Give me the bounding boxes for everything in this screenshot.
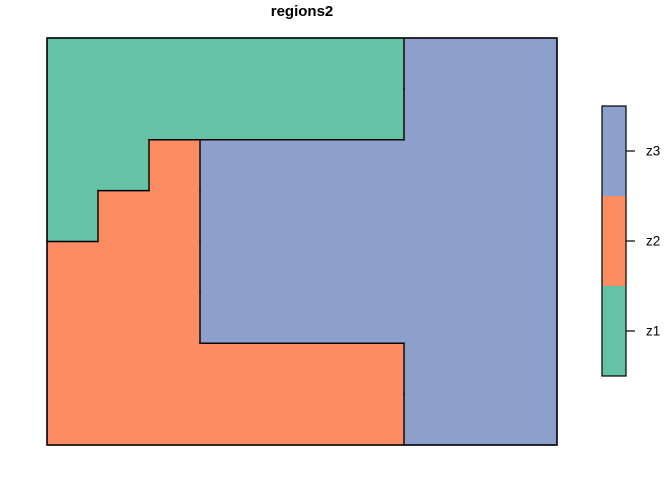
region-cell-z3 — [200, 292, 252, 344]
region-cell-z1 — [302, 38, 354, 90]
region-cell-z3 — [506, 241, 558, 293]
region-cell-z3 — [455, 190, 507, 243]
legend-label-z1: z1 — [646, 324, 660, 339]
region-cell-z1 — [98, 139, 150, 192]
legend-label-z3: z3 — [646, 144, 660, 159]
region-cell-z2 — [98, 241, 150, 293]
region-cell-z1 — [251, 38, 303, 90]
region-cell-z1 — [98, 38, 150, 90]
region-cell-z2 — [200, 343, 252, 395]
legend-swatch-z3 — [602, 106, 626, 197]
region-cell-z2 — [149, 292, 201, 344]
region-cell-z3 — [404, 343, 456, 395]
region-cell-z3 — [506, 343, 558, 395]
region-cell-z3 — [200, 241, 252, 293]
region-cell-z3 — [302, 241, 354, 293]
region-cell-z2 — [149, 241, 201, 293]
region-cell-z3 — [404, 38, 456, 90]
region-cell-z3 — [200, 139, 252, 192]
region-cell-z2 — [353, 394, 405, 446]
region-cell-z2 — [47, 241, 99, 293]
region-cell-z3 — [353, 292, 405, 344]
region-cell-z3 — [353, 139, 405, 192]
region-cell-z3 — [455, 88, 507, 141]
region-cell-z1 — [251, 88, 303, 141]
region-cell-z2 — [98, 343, 150, 395]
region-cell-z3 — [302, 139, 354, 192]
region-cell-z3 — [302, 292, 354, 344]
region-cell-z3 — [506, 88, 558, 141]
region-cell-z2 — [47, 292, 99, 344]
legend-swatch-z2 — [602, 196, 626, 287]
region-cell-z3 — [506, 292, 558, 344]
region-cell-z2 — [302, 394, 354, 446]
plot-border — [46, 37, 558, 446]
region-cell-z3 — [404, 139, 456, 192]
region-cell-z2 — [149, 190, 201, 243]
chart-title: regions2 — [270, 3, 334, 20]
region-cell-z1 — [149, 38, 201, 90]
region-cell-z1 — [47, 38, 99, 90]
region-cell-z2 — [251, 394, 303, 446]
region-cell-z2 — [47, 394, 99, 446]
region-cell-z2 — [149, 394, 201, 446]
region-cell-z2 — [302, 343, 354, 395]
region-cell-z3 — [404, 292, 456, 344]
region-cell-z1 — [149, 88, 201, 141]
region-cell-z3 — [251, 292, 303, 344]
region-cell-z3 — [404, 190, 456, 243]
region-cell-z3 — [302, 190, 354, 243]
region-cell-z3 — [200, 190, 252, 243]
region-cell-z1 — [47, 190, 99, 243]
region-cell-z3 — [455, 343, 507, 395]
region-cell-z1 — [47, 88, 99, 141]
region-cell-z3 — [251, 190, 303, 243]
region-cell-z1 — [353, 38, 405, 90]
region-cell-z2 — [251, 343, 303, 395]
region-cell-z3 — [404, 241, 456, 293]
legend-bar-border — [601, 105, 627, 377]
region-cell-z3 — [251, 241, 303, 293]
region-cell-z1 — [353, 88, 405, 141]
region-cell-z3 — [455, 38, 507, 90]
region-cell-z3 — [506, 139, 558, 192]
region-cell-z3 — [404, 394, 456, 446]
region-cell-z1 — [200, 38, 252, 90]
region-cell-z1 — [302, 88, 354, 141]
region-cell-z1 — [200, 88, 252, 141]
region-cell-z2 — [98, 190, 150, 243]
region-cell-z1 — [98, 88, 150, 141]
region-cell-z2 — [98, 394, 150, 446]
region-cell-z3 — [251, 139, 303, 192]
region-cell-z3 — [506, 190, 558, 243]
legend-label-z2: z2 — [646, 234, 660, 249]
region-cell-z2 — [149, 139, 201, 192]
region-cell-z3 — [455, 139, 507, 192]
region-cell-z3 — [455, 292, 507, 344]
region-cell-z3 — [353, 190, 405, 243]
legend-swatch-z1 — [602, 286, 626, 377]
region-cell-z2 — [149, 343, 201, 395]
region-cell-z3 — [506, 38, 558, 90]
region-cell-z3 — [455, 241, 507, 293]
region-cell-z3 — [404, 88, 456, 141]
region-cell-z3 — [506, 394, 558, 446]
region-cell-z3 — [455, 394, 507, 446]
region-cell-z1 — [47, 139, 99, 192]
region-cell-z2 — [47, 343, 99, 395]
region-cell-z3 — [353, 241, 405, 293]
region-cell-z2 — [98, 292, 150, 344]
region-cell-z2 — [200, 394, 252, 446]
region-cell-z2 — [353, 343, 405, 395]
